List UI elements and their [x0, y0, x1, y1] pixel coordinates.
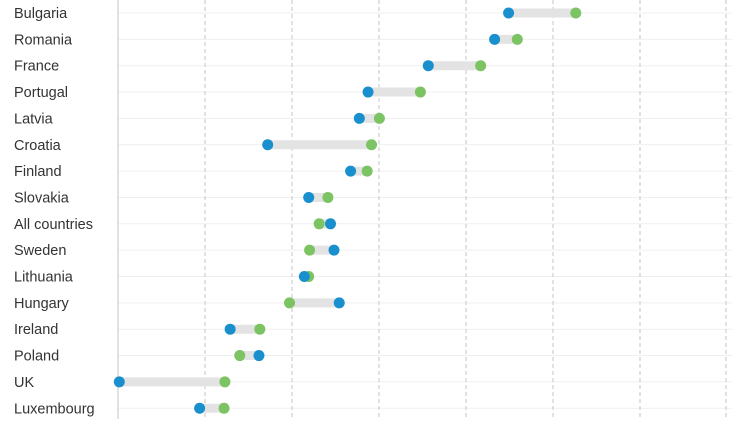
category-label: Lithuania — [14, 270, 74, 286]
green-series-point — [475, 60, 487, 72]
green-series-point — [373, 112, 385, 124]
green-series-point — [254, 323, 266, 335]
blue-series-point — [503, 7, 515, 19]
green-series-point — [366, 139, 378, 151]
green-series-point — [322, 191, 334, 203]
green-series-point — [570, 7, 582, 19]
grid-layer — [117, 0, 732, 419]
blue-series-point — [325, 218, 337, 230]
green-series-point — [414, 86, 426, 98]
blue-series-point — [303, 191, 315, 203]
blue-series-point — [328, 244, 340, 256]
green-series-point — [219, 376, 231, 388]
green-series-point — [284, 297, 296, 309]
blue-series-point — [333, 297, 345, 309]
blue-series-point — [194, 402, 206, 414]
blue-series-point — [489, 33, 501, 45]
blue-series-point — [345, 165, 357, 177]
green-series-point — [511, 33, 523, 45]
category-label: Bulgaria — [14, 6, 68, 22]
blue-series-point — [353, 112, 365, 124]
category-label: France — [14, 59, 59, 75]
blue-series-point — [362, 86, 374, 98]
category-label: Finland — [14, 164, 62, 180]
green-series-point — [313, 218, 325, 230]
category-label: Sweden — [14, 243, 66, 259]
green-series-point — [361, 165, 373, 177]
green-series-point — [304, 244, 316, 256]
blue-series-point — [298, 271, 310, 282]
category-label: UK — [14, 375, 34, 391]
green-series-point — [218, 402, 230, 414]
blue-series-point — [224, 323, 236, 335]
blue-series-point — [262, 139, 274, 151]
category-label: Luxembourg — [14, 401, 95, 417]
blue-series-point — [113, 376, 125, 388]
category-label: Hungary — [14, 296, 70, 312]
green-series-point — [234, 350, 246, 362]
blue-series-point — [253, 350, 265, 362]
category-label: All countries — [14, 217, 93, 233]
category-label: Latvia — [14, 111, 54, 127]
category-label: Slovakia — [14, 190, 70, 206]
category-label: Ireland — [14, 322, 58, 338]
category-label: Portugal — [14, 85, 68, 101]
category-label: Poland — [14, 349, 59, 365]
rows-layer: Bulgaria Romania France Portugal Latvia Croat… — [14, 6, 582, 417]
category-label: Croatia — [14, 138, 62, 154]
blue-series-point — [422, 60, 434, 72]
category-label: Romania — [14, 32, 73, 48]
